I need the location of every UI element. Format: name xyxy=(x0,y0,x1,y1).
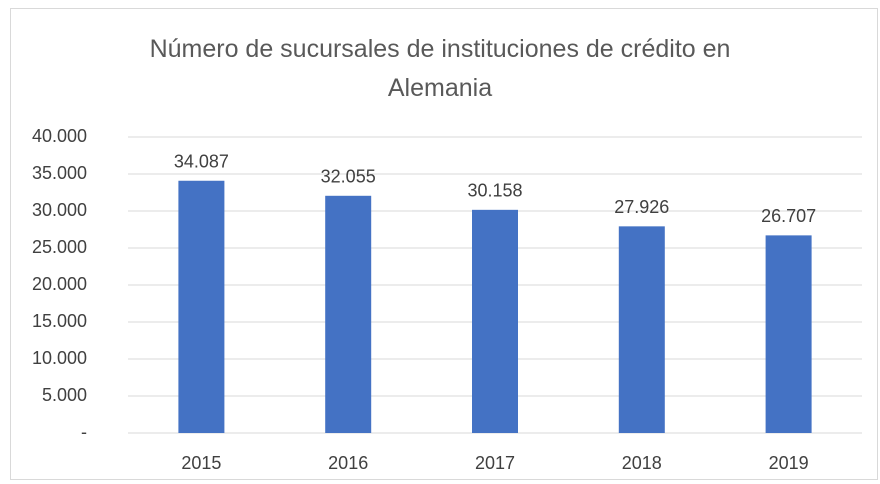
y-tick-label: - xyxy=(81,422,87,442)
bar xyxy=(472,209,518,433)
bar xyxy=(765,235,812,433)
y-tick-label: 35.000 xyxy=(32,163,87,183)
value-label: 30.158 xyxy=(467,181,522,201)
y-tick-label: 15.000 xyxy=(32,311,87,331)
chart-title: Número de sucursales de instituciones de… xyxy=(149,35,731,102)
bar xyxy=(325,195,372,433)
y-tick-label: 40.000 xyxy=(32,126,87,146)
x-tick-label: 2017 xyxy=(475,453,515,473)
y-tick-label: 25.000 xyxy=(32,237,87,257)
value-label: 26.707 xyxy=(761,206,816,226)
y-tick-label: 30.000 xyxy=(32,200,87,220)
bar xyxy=(178,180,225,433)
chart-border xyxy=(10,8,878,480)
y-tick-label: 5.000 xyxy=(42,385,87,405)
y-tick-label: 10.000 xyxy=(32,348,87,368)
bar xyxy=(618,226,665,433)
y-tick-label: 20.000 xyxy=(32,274,87,294)
value-label: 34.087 xyxy=(174,152,229,172)
x-tick-label: 2016 xyxy=(328,453,368,473)
value-label: 27.926 xyxy=(614,197,669,217)
x-tick-label: 2019 xyxy=(769,453,809,473)
x-tick-label: 2015 xyxy=(181,453,221,473)
x-tick-label: 2018 xyxy=(622,453,662,473)
value-label: 32.055 xyxy=(321,167,376,187)
